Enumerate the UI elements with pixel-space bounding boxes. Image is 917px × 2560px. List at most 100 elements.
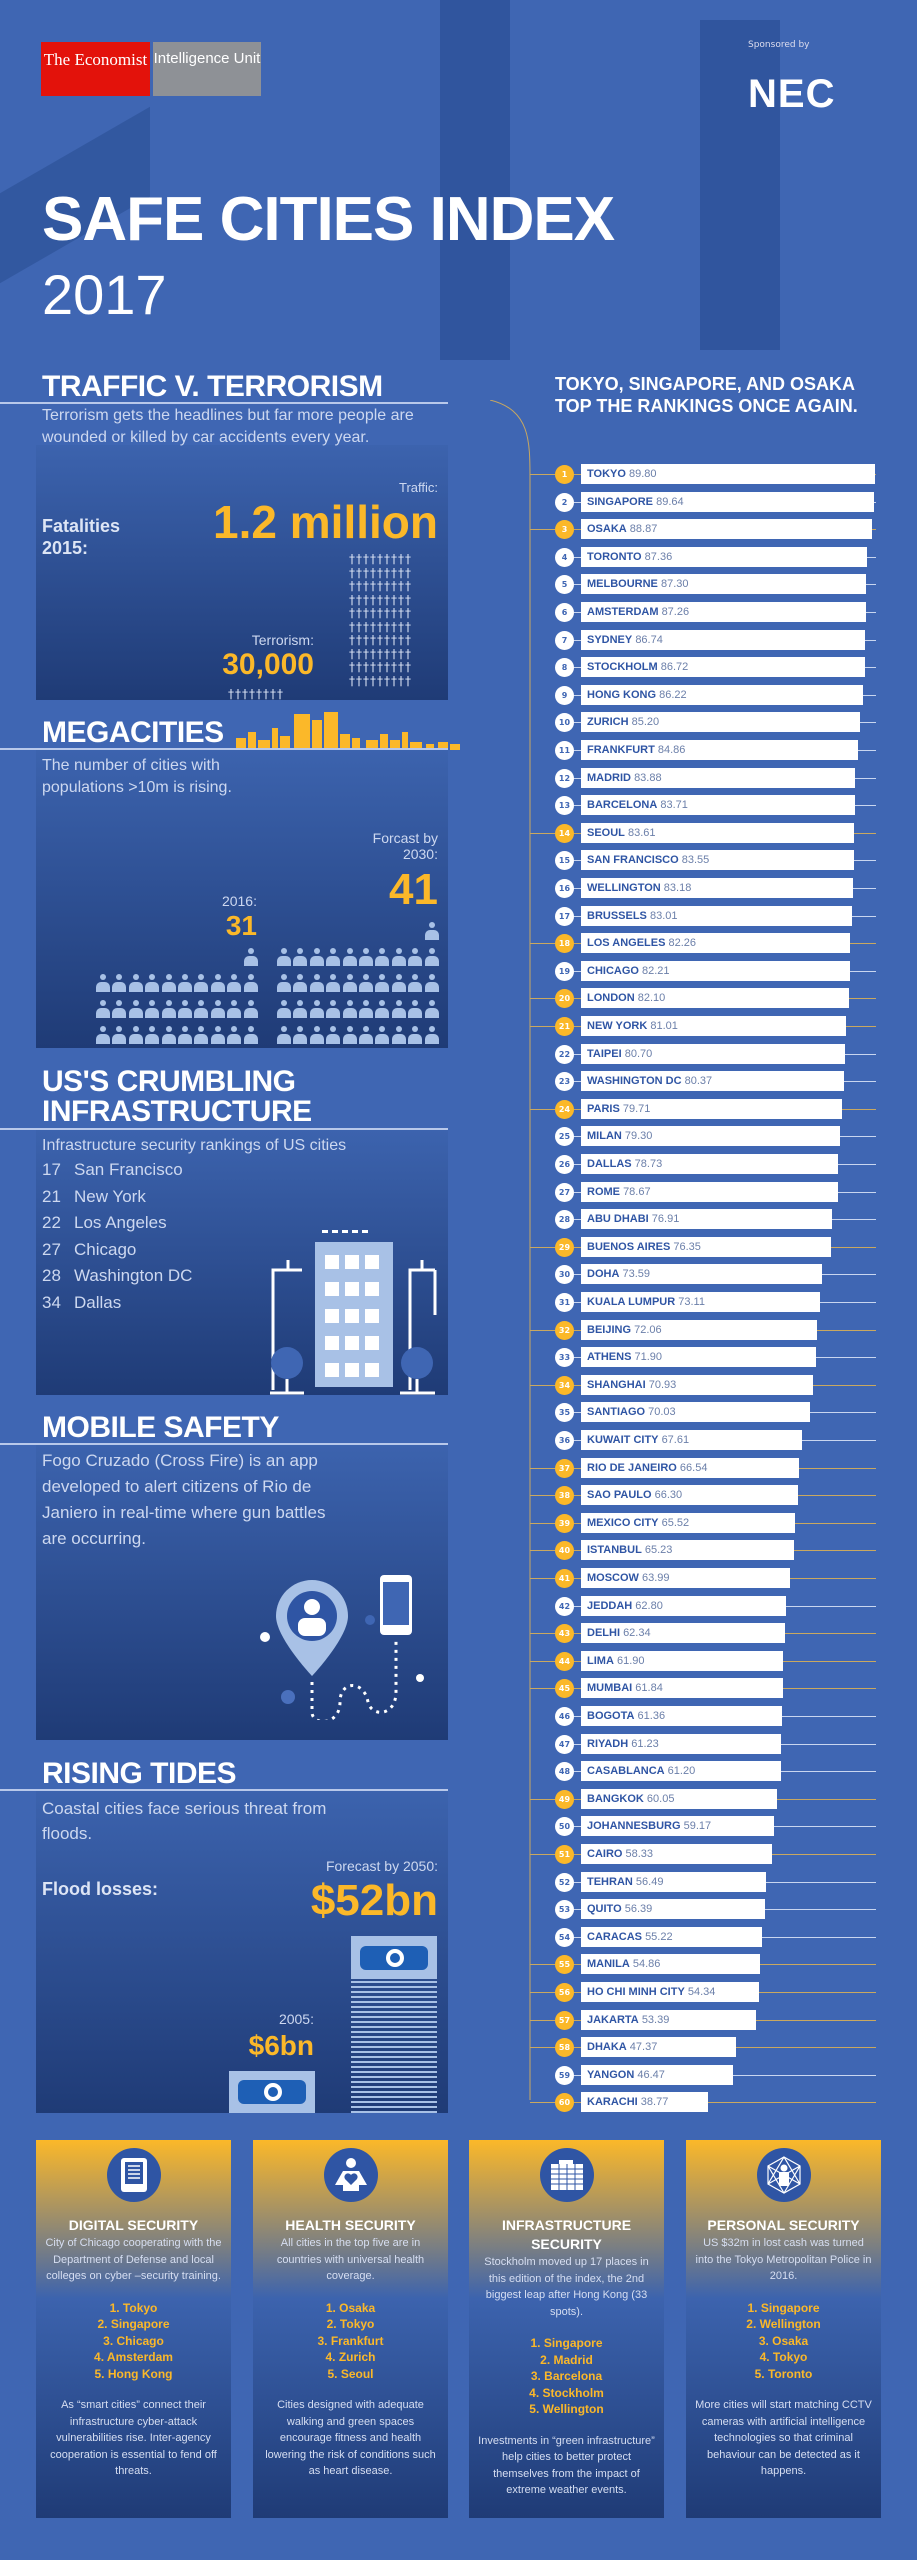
connector-line [574, 501, 581, 503]
connector-line [862, 694, 876, 696]
connector-line [858, 750, 876, 751]
mobile-safety-desc: Fogo Cruzado (Cross Fire) is an app deve… [42, 1451, 326, 1548]
city-score: 83.61 [627, 826, 656, 839]
rank-badge: 4 [555, 547, 574, 567]
person-icon [210, 1026, 225, 1044]
intelligence-unit-logo: Intelligence Unit [153, 42, 261, 96]
person-icon [243, 974, 258, 992]
connector-line [574, 1467, 581, 1469]
person-icon [210, 974, 225, 992]
score-bar: JAKARTA 53.39 [581, 2009, 756, 2030]
panel-health-security: HEALTH SECURITY All cities in the top fi… [253, 2140, 448, 2518]
score-bar: BUENOS AIRES 76.35 [581, 1236, 831, 1257]
connector-line [866, 584, 876, 586]
person-icon [326, 974, 341, 992]
person-icon [96, 1026, 110, 1044]
city-score: 61.23 [631, 1737, 659, 1750]
tablet-icon [106, 2148, 161, 2202]
us-infrastructure-title: US'S CRUMBLING INFRASTRUCTURE [42, 1065, 312, 1128]
score-bar: RIO DE JANEIRO 66.54 [581, 1457, 799, 1478]
person-icon [243, 948, 258, 966]
connector-line [530, 1246, 555, 1248]
terrorism-label: Terrorism: [251, 632, 314, 648]
city-name: DOHA [587, 1268, 620, 1281]
page-year: 2017 [42, 263, 167, 326]
rank-badge: 20 [555, 989, 574, 1009]
connector-line [849, 998, 876, 1000]
city-name: LOS ANGELES [587, 937, 666, 950]
city-name: SAN FRANCISCO [587, 854, 679, 867]
ranking-row: 36 KUWAIT CITY 67.61 [0, 1430, 917, 1450]
score-bar: BEIJING 72.06 [581, 1319, 817, 1340]
connector-line [732, 2074, 876, 2076]
score-bar: MANILA 54.86 [581, 1954, 761, 1975]
connector-line [760, 1964, 876, 1966]
us-rank-city: Washington DC [74, 1266, 193, 1285]
panel-top5-list: 1. Osaka 2. Tokyo 3. Frankfurt 4. Zurich 5. … [253, 2300, 448, 2383]
score-bar: CARACAS 55.22 [581, 1926, 762, 1947]
ranking-row: 31 KUALA LUMPUR 73.11 [0, 1292, 917, 1312]
panel-text: All cities in the top five are in countr… [276, 2237, 425, 2282]
connector-line [854, 805, 876, 807]
connector-line [843, 1081, 876, 1083]
forecast-2050-value: $52bn [310, 1876, 438, 1925]
panel-list-item: 4. Zurich [325, 2350, 376, 2364]
rank-badge: 10 [555, 713, 574, 733]
score-bar: LIMA 61.90 [581, 1650, 784, 1671]
banknote-icon [238, 2080, 306, 2104]
score-bar: MADRID 83.88 [581, 767, 856, 788]
rank-badge: 38 [555, 1486, 574, 1506]
ranking-row: 34 SHANGHAI 70.93 [0, 1374, 917, 1395]
city-score: 61.90 [616, 1654, 645, 1667]
ranking-row: 52 TEHRAN 56.49 [0, 1871, 917, 1892]
rank-badge: 34 [555, 1375, 574, 1395]
rank-badge: 46 [555, 1707, 574, 1726]
ranking-row: 59 YANGON 46.47 [0, 2064, 917, 2085]
person-icon [161, 974, 176, 992]
connector-line [855, 777, 876, 779]
page-title: SAFE CITIES INDEX [42, 185, 615, 254]
city-name: BOGOTA [587, 1710, 635, 1722]
city-name: LONDON [587, 992, 635, 1005]
score-bar: YANGON 46.47 [581, 2064, 733, 2085]
us-rank-city: New York [74, 1186, 146, 1206]
score-bar: WASHINGTON DC 80.37 [581, 1071, 844, 1092]
ranking-row: 35 SANTIAGO 70.03 [0, 1402, 917, 1423]
city-name: DALLAS [587, 1158, 632, 1170]
panel-list-item: 3. Chicago [103, 2333, 164, 2348]
megacities-desc: The number of cities with populations >1… [42, 757, 232, 796]
score-bar: OSAKA 88.87 [581, 519, 872, 540]
person-icon [424, 922, 439, 940]
connector-line [783, 1660, 876, 1662]
city-score: 83.71 [660, 799, 688, 812]
ranking-row: 28 ABU DHABI 76.91 [0, 1209, 917, 1230]
person-icon [194, 1000, 209, 1018]
score-bar: ABU DHABI 76.91 [581, 1209, 833, 1230]
rank-badge: 33 [555, 1348, 574, 1368]
connector-line [781, 1743, 876, 1745]
city-score: 61.20 [667, 1765, 696, 1778]
connector-line [755, 2019, 876, 2021]
person-icon [293, 1026, 308, 1044]
forecast-2050-label: Forecast by 2050: [325, 1858, 438, 1874]
ranking-row: 12 MADRID 83.88 [0, 767, 917, 788]
score-bar: LOS ANGELES 82.26 [581, 933, 850, 954]
traffic-label: Traffic: [398, 480, 438, 495]
ranking-row: 60 KARACHI 38.77 [0, 2092, 917, 2113]
ranking-row: 30 DOHA 73.59 [0, 1264, 917, 1285]
city-score: 85.20 [631, 716, 660, 729]
rank-badge: 40 [555, 1541, 574, 1561]
connector-line [809, 1412, 876, 1414]
connector-line [707, 2102, 876, 2104]
connector-line [574, 1578, 581, 1579]
connector-line [874, 501, 876, 503]
person-icon [309, 974, 324, 992]
person-icon [145, 974, 160, 992]
person-icon [358, 948, 373, 966]
traffic-value: 1.2 million [213, 496, 438, 548]
city-name: MILAN [587, 1130, 622, 1143]
connector-line [574, 1909, 581, 1911]
city-name: RIO DE JANEIRO [587, 1461, 677, 1474]
score-bar: SAO PAULO 66.30 [581, 1485, 798, 1506]
city-score: 83.18 [663, 882, 692, 894]
